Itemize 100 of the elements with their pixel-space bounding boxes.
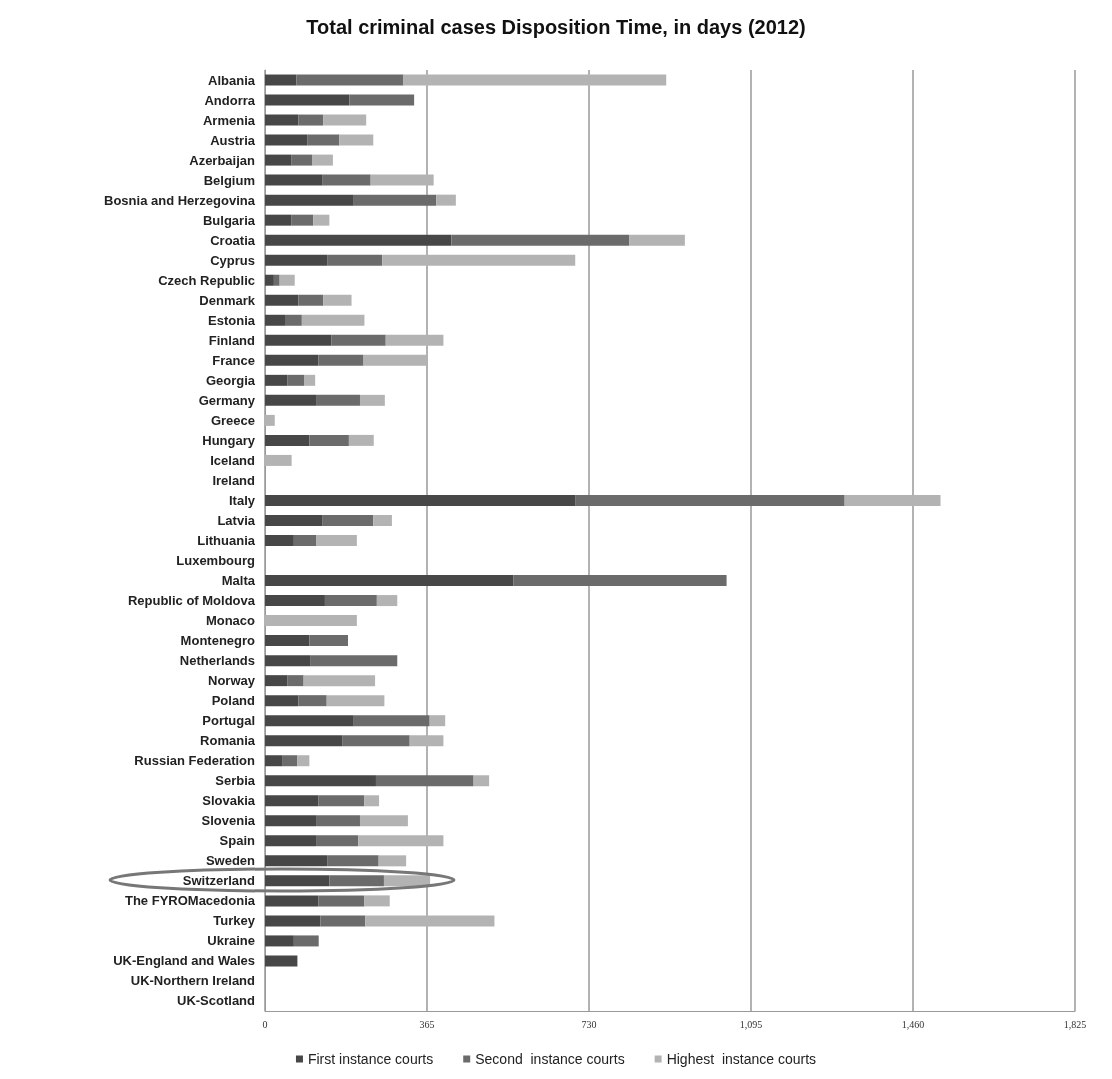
bar [265, 94, 350, 106]
bar [342, 735, 410, 747]
bar [339, 134, 374, 146]
bar [265, 314, 285, 326]
bar [265, 354, 319, 366]
bar [303, 675, 376, 687]
bar [313, 214, 330, 226]
bar [298, 114, 324, 126]
bar [265, 655, 311, 667]
bar [326, 695, 385, 707]
bar [298, 294, 324, 306]
y-tick-label: Spain [219, 833, 256, 849]
y-tick-label: Germany [198, 392, 256, 408]
bar [265, 154, 292, 166]
y-tick-label: Hungary [202, 432, 256, 448]
bar [273, 274, 280, 286]
bar [265, 735, 343, 747]
bar [301, 314, 365, 326]
y-tick-label: Georgia [205, 372, 256, 388]
y-tick-label: The FYROMacedonia [124, 893, 256, 909]
bar [409, 735, 444, 747]
y-tick-label: Denmark [199, 292, 256, 308]
y-tick-label: Monaco [205, 613, 256, 629]
y-tick-label: Turkey [213, 913, 256, 929]
bar [349, 94, 415, 106]
y-tick-label: Finland [208, 332, 256, 348]
x-tick-label: 730 [581, 1018, 597, 1030]
y-tick-label: Norway [208, 673, 256, 689]
bar [318, 795, 365, 807]
bar [436, 194, 456, 206]
bar [296, 74, 404, 86]
bar [291, 154, 313, 166]
bar [403, 74, 667, 86]
bar [375, 775, 474, 787]
y-tick-label: Austria [210, 132, 256, 148]
legend-label: First instance courts [307, 1051, 434, 1067]
y-tick-label: Albania [208, 72, 256, 88]
y-tick-label: Russian Federation [134, 753, 256, 769]
chart-title: Total criminal cases Disposition Time, in days (2012) [306, 16, 806, 38]
bar [473, 775, 490, 787]
bar [316, 394, 360, 406]
bar [365, 915, 495, 927]
y-tick-label: UK-England and Wales [113, 953, 255, 969]
y-tick-label: Portugal [202, 713, 255, 729]
y-tick-label: Italy [228, 492, 256, 508]
y-tick-label: Bulgaria [202, 212, 256, 228]
bar [265, 755, 283, 767]
bar [265, 815, 317, 827]
bar [364, 895, 390, 907]
bar [385, 334, 444, 346]
bar [322, 514, 374, 526]
y-tick-label: Azerbaijan [189, 152, 256, 168]
bar [282, 755, 298, 767]
y-tick-label: Iceland [210, 452, 256, 468]
bar [265, 795, 319, 807]
y-tick-label: Netherlands [179, 653, 255, 669]
bar [287, 374, 305, 386]
legend-label: Second instance courts [475, 1051, 625, 1067]
bar [322, 174, 371, 186]
bar [265, 194, 354, 206]
x-tick-label: 1,095 [739, 1018, 763, 1030]
bar [331, 334, 386, 346]
bar [304, 374, 316, 386]
y-tick-label: France [212, 352, 255, 368]
y-tick-label: Poland [211, 693, 256, 709]
bar [265, 234, 452, 246]
bar [291, 214, 314, 226]
bar [307, 134, 340, 146]
x-tick-label: 0 [262, 1018, 268, 1030]
bar [265, 494, 576, 506]
bar [265, 715, 354, 727]
y-tick-label: Ireland [212, 472, 256, 488]
y-tick-label: Montenegro [180, 633, 256, 649]
y-tick-label: Republic of Moldova [127, 593, 256, 609]
bar [844, 494, 941, 506]
bar [265, 114, 299, 126]
y-tick-label: Croatia [210, 232, 256, 248]
bar [316, 815, 360, 827]
bar [265, 615, 357, 627]
bar [324, 595, 377, 607]
bar [373, 514, 392, 526]
bar [318, 354, 364, 366]
bar [327, 855, 379, 867]
bar [265, 74, 297, 86]
bar [382, 254, 576, 266]
x-tick-label: 365 [419, 1018, 435, 1030]
bar [265, 454, 292, 466]
bar [376, 595, 398, 607]
y-tick-label: Belgium [203, 172, 255, 188]
bar [265, 174, 323, 186]
bar [316, 835, 359, 847]
bar [323, 294, 352, 306]
bar [265, 855, 328, 867]
y-tick-label: UK-Northern Ireland [130, 973, 256, 989]
bar [310, 655, 398, 667]
y-tick-label: Bosnia and Herzegovina [104, 192, 256, 208]
bar [383, 875, 431, 887]
bar [265, 294, 299, 306]
bar [312, 154, 333, 166]
bar [265, 535, 294, 546]
